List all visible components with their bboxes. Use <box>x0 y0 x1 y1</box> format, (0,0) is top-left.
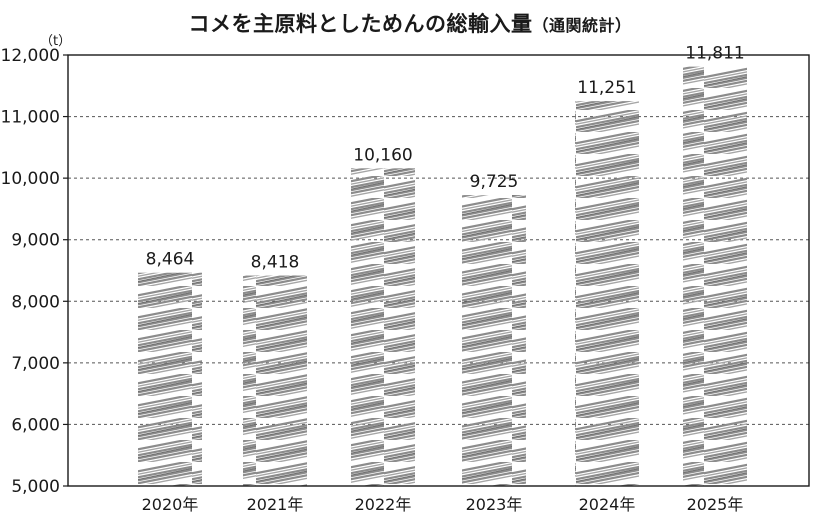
subtitle-text: （通関統計） <box>532 16 632 35</box>
bar <box>243 275 307 486</box>
title-text: コメを主原料としためんの総輸入量 <box>188 12 533 36</box>
x-tick-label: 2024年 <box>579 495 636 514</box>
bar <box>462 195 526 486</box>
bar <box>683 66 747 487</box>
data-label: 9,725 <box>470 172 519 192</box>
y-tick-label: 6,000 <box>11 415 60 435</box>
x-tick-label: 2021年 <box>247 495 304 514</box>
chart-title: コメを主原料としためんの総輸入量（通関統計） <box>0 8 820 38</box>
data-label: 11,811 <box>685 44 744 64</box>
y-tick-label: 10,000 <box>1 169 60 189</box>
bar <box>138 272 202 486</box>
x-tick-label: 2022年 <box>355 495 412 514</box>
data-label: 11,251 <box>577 78 636 98</box>
y-axis-unit: （t） <box>40 34 72 49</box>
x-tick-label: 2025年 <box>687 495 744 514</box>
y-tick-label: 8,000 <box>11 292 60 312</box>
y-tick-label: 5,000 <box>11 477 60 497</box>
plot-frame <box>67 54 810 487</box>
y-tick-label: 11,000 <box>1 108 60 128</box>
y-tick-label: 9,000 <box>11 231 60 251</box>
y-tick-label: 7,000 <box>11 354 60 374</box>
data-label: 10,160 <box>353 145 412 165</box>
data-label: 8,464 <box>146 250 195 270</box>
x-tick-label: 2020年 <box>142 495 199 514</box>
x-tick-label: 2023年 <box>466 495 523 514</box>
data-label: 8,418 <box>251 253 300 273</box>
bar <box>575 101 639 486</box>
y-tick-label: 12,000 <box>1 46 60 66</box>
bar <box>351 168 415 486</box>
